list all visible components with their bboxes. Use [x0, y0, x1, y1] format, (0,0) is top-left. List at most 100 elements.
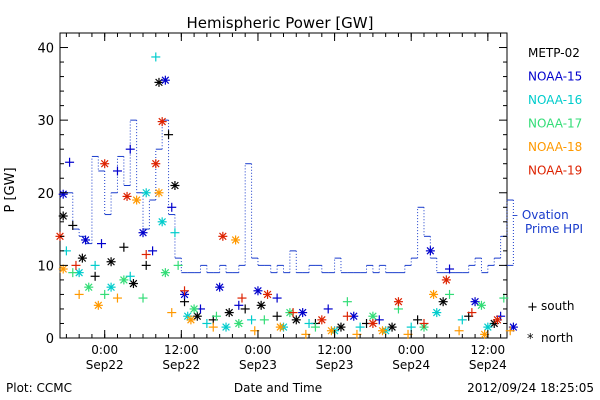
data-point-north: [393, 297, 403, 307]
data-point-south: [259, 315, 269, 325]
point-stroke: [215, 283, 224, 291]
data-point-south: [234, 300, 244, 310]
x-tick-label-date: Sep24: [469, 358, 507, 372]
point-stroke: [480, 330, 489, 339]
legend-north-symbol: *: [527, 332, 534, 347]
data-point-south: [304, 318, 314, 328]
point-stroke: [388, 323, 396, 331]
point-stroke: [471, 297, 479, 306]
point-stroke: [257, 301, 265, 310]
legend: METP-02 NOAA-15 NOAA-16 NOAA-17 NOAA-18 NOAA-…: [528, 46, 582, 178]
point-stroke: [132, 196, 141, 204]
point-stroke: [369, 319, 377, 328]
data-point-south: [170, 228, 180, 238]
point-stroke: [439, 297, 447, 306]
point-stroke: [123, 192, 131, 201]
data-point-south: [112, 293, 122, 303]
point-stroke: [222, 323, 230, 331]
point-stroke: [187, 316, 195, 324]
data-point-south: [65, 157, 75, 167]
data-point-south: [272, 311, 282, 321]
data-point-south: [68, 220, 78, 230]
data-point-north: [58, 189, 68, 199]
data-point-north: [119, 275, 129, 285]
legend-series-label: NOAA-17: [528, 117, 582, 131]
data-point-south: [342, 311, 352, 321]
data-point-south: [167, 308, 177, 318]
data-point-north: [317, 315, 327, 325]
data-point-north: [224, 308, 234, 318]
data-point-south: [173, 260, 183, 270]
point-stroke: [219, 232, 227, 241]
data-point-north: [106, 257, 116, 267]
x-tick-label-time: 0:00: [244, 343, 271, 357]
data-point-north: [234, 318, 244, 328]
legend-south-symbol: +: [527, 300, 538, 315]
data-point-south: [119, 242, 129, 252]
data-point-north: [186, 315, 196, 325]
data-point-north: [432, 308, 442, 318]
x-axis-label: Date and Time: [234, 381, 322, 395]
data-point-north: [387, 322, 397, 332]
point-stroke: [378, 326, 387, 335]
point-stroke: [369, 312, 377, 321]
point-stroke: [337, 323, 345, 331]
point-stroke: [509, 323, 518, 331]
legend-ovation-line1: – Ovation: [512, 208, 569, 222]
data-point-north: [218, 231, 228, 241]
point-stroke: [139, 228, 147, 237]
y-tick-label: 30: [37, 114, 54, 129]
data-point-south: [180, 286, 190, 296]
data-point-north: [128, 279, 138, 289]
data-point-north: [441, 275, 451, 285]
data-point-south: [445, 264, 455, 274]
data-point-north: [336, 322, 346, 332]
y-tick-label: 10: [37, 259, 54, 274]
point-stroke: [59, 265, 67, 273]
point-stroke: [171, 181, 179, 190]
point-stroke: [107, 257, 115, 266]
y-tick-label: 0: [46, 332, 54, 347]
y-tick-label: 40: [37, 42, 54, 57]
point-stroke: [142, 188, 151, 197]
data-point-north: [483, 322, 493, 332]
data-point-north: [58, 211, 68, 221]
data-point-north: [154, 188, 164, 198]
point-stroke: [84, 283, 93, 291]
x-tick-label-date: Sep23: [239, 358, 277, 372]
chart-title: Hemispheric Power [GW]: [187, 14, 374, 32]
point-stroke: [442, 276, 451, 284]
legend-north-label: north: [541, 331, 573, 345]
data-point-south: [151, 52, 161, 62]
data-point-north: [93, 300, 103, 310]
data-point-south: [272, 293, 282, 303]
data-point-north: [58, 264, 68, 274]
data-point-south: [445, 289, 455, 299]
data-point-north: [160, 75, 170, 85]
data-point-south: [100, 289, 110, 299]
data-point-south: [112, 166, 122, 176]
data-point-north: [368, 318, 378, 328]
data-point-south: [68, 268, 78, 278]
x-axis-ticks: 0:00Sep2212:00Sep220:00Sep2312:00Sep230:…: [65, 33, 507, 372]
point-stroke: [155, 188, 163, 197]
x-tick-label-date: Sep23: [316, 358, 354, 372]
data-point-south: [457, 315, 467, 325]
point-stroke: [394, 297, 403, 306]
y-axis-ticks: 0 10 20 30 40: [37, 32, 507, 347]
point-stroke: [100, 159, 109, 168]
point-stroke: [235, 319, 243, 328]
point-stroke: [78, 254, 87, 262]
ovation-layer: [60, 119, 514, 274]
point-stroke: [129, 279, 138, 288]
data-point-north: [106, 282, 116, 292]
data-point-north: [100, 159, 110, 169]
data-point-north: [492, 315, 502, 325]
point-stroke: [161, 268, 170, 277]
point-stroke: [158, 117, 166, 126]
point-stroke: [59, 190, 67, 199]
data-point-south: [202, 318, 212, 328]
plot-credit: Plot: CCMC: [6, 381, 72, 395]
data-point-south: [167, 202, 177, 212]
data-point-north: [84, 282, 94, 292]
